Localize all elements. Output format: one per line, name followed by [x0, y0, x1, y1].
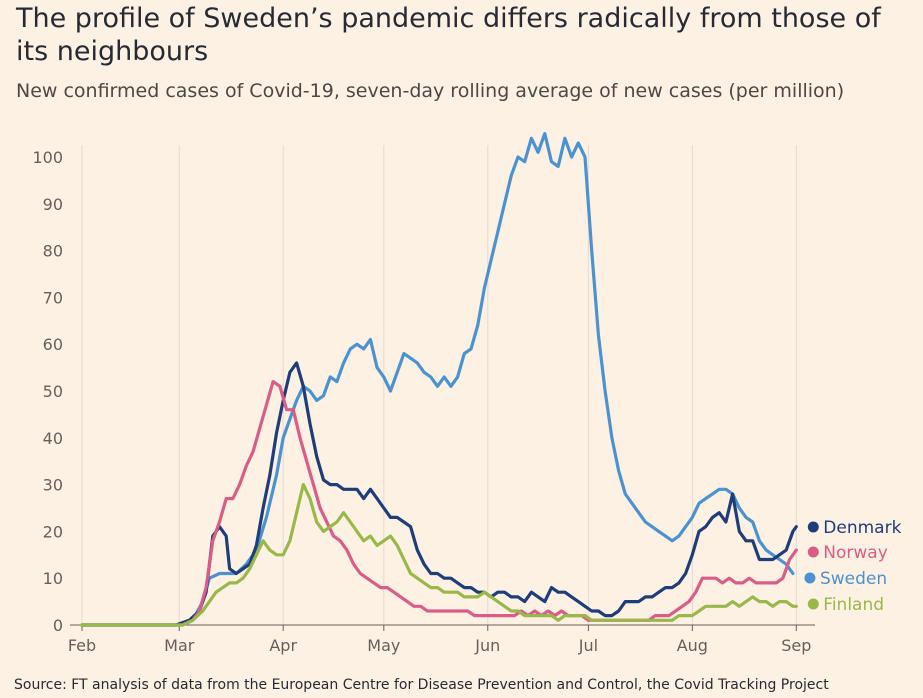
x-tick-label: Apr — [269, 636, 297, 655]
series-line-denmark — [80, 361, 798, 627]
x-tick-label: Jun — [474, 636, 500, 655]
y-tick-label: 100 — [32, 148, 63, 167]
end-marker-denmark — [807, 521, 819, 533]
y-tick-label: 70 — [43, 288, 63, 307]
chart-subtitle: New confirmed cases of Covid-19, seven-d… — [16, 80, 845, 102]
series-lines — [80, 132, 798, 627]
end-marker-sweden — [804, 572, 816, 584]
x-axis-ticks: Feb Mar Apr May Jun Jul Aug Sep — [68, 625, 811, 655]
y-tick-label: 40 — [43, 429, 63, 448]
source-note: Source: FT analysis of data from the Eur… — [14, 677, 829, 693]
x-tick-label: May — [367, 636, 400, 655]
y-tick-label: 50 — [43, 382, 63, 401]
y-tick-label: 0 — [53, 616, 63, 635]
series-line-norway — [80, 380, 798, 627]
legend-label-norway: Norway — [823, 543, 888, 563]
end-marker-finland — [807, 598, 819, 610]
y-tick-label: 10 — [43, 569, 63, 588]
end-marker-norway — [807, 546, 819, 558]
x-tick-label: Feb — [68, 636, 96, 655]
x-tick-label: Sep — [781, 636, 811, 655]
legend-label-denmark: Denmark — [823, 518, 901, 538]
legend-label-sweden: Sweden — [820, 569, 887, 589]
gridlines — [70, 145, 815, 626]
x-tick-label: Aug — [677, 636, 708, 655]
y-tick-label: 90 — [43, 195, 63, 214]
x-tick-label: Jul — [578, 636, 598, 655]
y-axis-ticks: 0 10 20 30 40 50 60 70 80 90 100 — [32, 148, 63, 635]
line-chart: 0 10 20 30 40 50 60 70 80 90 100 Feb Mar Apr May Jun Ju… — [32, 132, 902, 655]
end-labels: Denmark Norway Sweden Finland — [804, 518, 902, 615]
legend-label-finland: Finland — [823, 595, 884, 615]
x-tick-label: Mar — [164, 636, 195, 655]
chart-title: The profile of Sweden’s pandemic differs… — [16, 3, 881, 67]
y-tick-label: 20 — [43, 522, 63, 541]
y-tick-label: 60 — [43, 335, 63, 354]
y-tick-label: 30 — [43, 476, 63, 495]
series-line-sweden — [80, 132, 795, 627]
y-tick-label: 80 — [43, 242, 63, 261]
series-line-finland — [80, 483, 798, 627]
